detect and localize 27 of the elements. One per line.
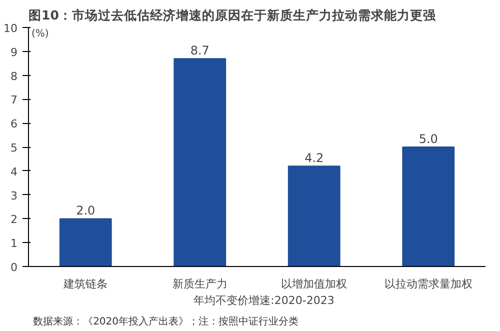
text: 8.7 [190,44,210,58]
x-tick-label: 建筑链条 [62,278,108,290]
y-tick-label: 5 [10,142,18,154]
source-note: 数据来源：《2020年投入产出表》；注：按照中证行业分类 [33,316,299,328]
chart-title: 图10：市场过去低估经济增速的原因在于新质生产力拉动需求能力更强 [28,8,437,22]
bar [174,58,226,266]
y-tick-label: 10 [4,22,18,35]
x-tick-label: 以拉动需求量加权 [384,278,472,290]
bar [59,218,112,266]
y-tick-label: 8 [10,70,18,83]
bar [288,166,340,266]
bar [402,146,455,266]
y-tick-label: 6 [10,118,18,131]
x-tick-label: 以增加值加权 [281,278,348,290]
text: 年均不变价增速:2020-2023 [194,293,334,308]
y-tick-label: 7 [10,94,18,107]
y-axis-title: (%) [32,28,49,40]
text: 2.0 [76,204,96,218]
y-tick-label: 2 [10,213,18,226]
y-tick-label: 1 [10,237,18,250]
y-tick-label: 3 [10,189,18,202]
y-tick-label: 0 [10,261,18,274]
text: 5.0 [418,132,438,146]
y-tick-label: 4 [10,165,18,178]
text: 4.2 [304,151,324,166]
y-tick-label: 9 [10,46,18,59]
x-tick-label: 新质生产力 [172,278,228,290]
